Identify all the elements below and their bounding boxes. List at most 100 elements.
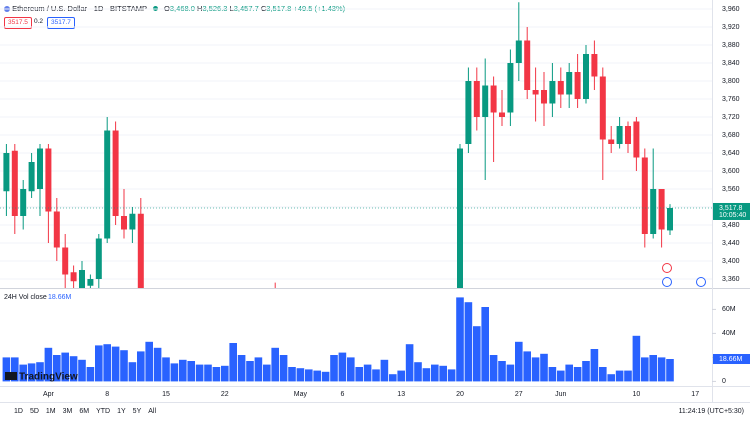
candle-body [515, 40, 522, 63]
volume-bar [128, 362, 137, 382]
volume-bar [523, 351, 531, 382]
volume-bar [397, 370, 405, 382]
timeframe-button[interactable]: 1Y [117, 408, 126, 415]
timeframe-button[interactable]: All [148, 408, 157, 415]
sell-button[interactable]: 3517.5 [4, 17, 32, 29]
volume-bar [179, 359, 187, 382]
volume-bar [515, 341, 523, 382]
timeframe-button[interactable]: 1M [45, 408, 56, 415]
volume-bar [145, 341, 153, 382]
volume-bar [405, 344, 414, 382]
last-price-label: 3,517.8 [719, 205, 742, 212]
y-tick-label: 3,880 [722, 42, 740, 49]
candle-body [616, 126, 623, 144]
volume-bar [355, 367, 363, 382]
candle-body [490, 85, 497, 113]
volume-bar [615, 370, 624, 382]
candle-body [87, 279, 94, 286]
candle-body [3, 153, 10, 192]
candle-body [79, 270, 85, 288]
volume-bar [229, 343, 237, 382]
x-tick-label: Jun [555, 391, 566, 398]
volume-bar [263, 364, 271, 382]
y-tick-label: 3,920 [722, 24, 740, 31]
volume-bar [305, 369, 313, 382]
y-tick-label: 3,600 [722, 168, 740, 175]
volume-bar [548, 367, 557, 382]
timeframe-button[interactable]: YTD [96, 408, 111, 415]
candle-body [129, 213, 136, 230]
candle-body [591, 54, 598, 77]
x-tick-label: 13 [397, 391, 405, 398]
volume-bar [582, 361, 590, 382]
timeframe-button[interactable]: 3M [62, 408, 73, 415]
y-tick-label: 3,360 [722, 276, 740, 283]
volume-bar [53, 355, 61, 382]
candle-body [566, 72, 573, 95]
volume-bar [271, 347, 279, 382]
candle-body [272, 315, 278, 329]
buy-button[interactable]: 3517.7 [47, 17, 75, 29]
volume-tick-label: 40M [722, 330, 736, 337]
timeframe-button[interactable]: 5D [29, 408, 39, 415]
volume-bar [641, 357, 649, 382]
volume-bar [372, 369, 380, 382]
event-icon[interactable] [696, 277, 706, 287]
volume-bar [137, 351, 145, 382]
candle-body [465, 81, 472, 144]
timeframe-button[interactable]: 6M [79, 408, 90, 415]
volume-bar [573, 367, 582, 382]
volume-tick-label: 60M [722, 306, 736, 313]
y-tick-label: 3,760 [722, 96, 740, 103]
candle-body [70, 272, 77, 282]
volume-bar [464, 302, 473, 382]
candle-body [112, 130, 119, 216]
volume-bar [506, 364, 515, 382]
candle-body [137, 213, 144, 288]
volume-bar [531, 357, 540, 382]
event-icon[interactable] [662, 263, 672, 273]
volume-bar [565, 364, 573, 382]
y-tick-label: 3,720 [722, 114, 740, 121]
logo-text: TradingView [19, 372, 78, 383]
candle-body [667, 207, 673, 231]
volume-bar [288, 367, 296, 382]
volume-bar [2, 357, 11, 382]
volume-bar [204, 364, 212, 382]
volume-bar [330, 355, 338, 382]
candle-body [574, 72, 581, 99]
volume-bar [111, 346, 120, 382]
event-icon[interactable] [662, 277, 672, 287]
candle-body [499, 112, 505, 117]
spread: 0.2 [34, 18, 44, 25]
volume-bar [212, 367, 221, 382]
volume-bar [498, 361, 506, 382]
last-price-box [713, 202, 750, 220]
volume-bar [279, 355, 288, 382]
clock: 11:24:19 (UTC+5:30) [678, 408, 744, 415]
volume-bar [540, 353, 548, 382]
volume-legend: 24H Vol close [4, 294, 47, 301]
volume-bar [456, 297, 464, 382]
candle-body [53, 211, 60, 248]
volume-bar [624, 370, 632, 382]
volume-bar [187, 361, 195, 382]
candle-body [549, 81, 556, 104]
candle-body [37, 148, 43, 189]
volume-bar [414, 362, 422, 382]
timeframe-button[interactable]: 5Y [132, 408, 142, 415]
y-tick-label: 3,960 [722, 6, 740, 13]
x-tick-label: 17 [691, 391, 699, 398]
timeframe-button[interactable]: 1D [14, 408, 23, 415]
x-tick-label: 22 [221, 391, 229, 398]
events[interactable] [662, 263, 706, 287]
volume-bar [27, 363, 36, 382]
volume-bar [95, 345, 103, 382]
candle-body [11, 150, 18, 216]
bottom-toolbar: 1D 5D 1M 3M 6M YTD 1Y 5Y All 11:24:19 (UTC+5:30) [0, 402, 750, 422]
candle-body [625, 126, 631, 144]
volume-last-box [713, 354, 750, 365]
candle-body [633, 121, 640, 158]
volume-bar [221, 365, 229, 382]
candle-body [641, 157, 648, 234]
